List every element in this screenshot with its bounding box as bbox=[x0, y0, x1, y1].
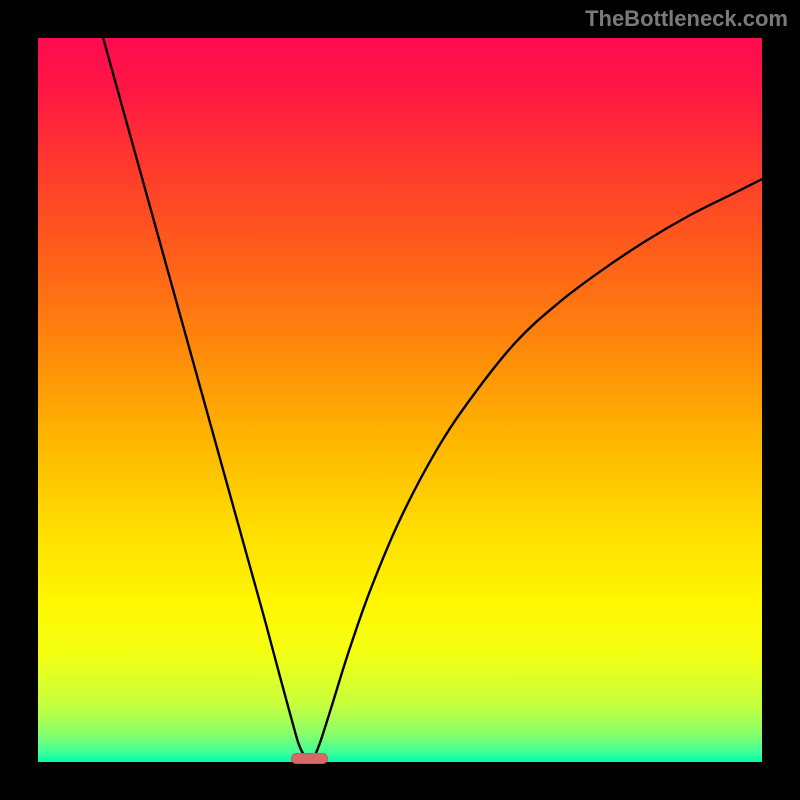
chart-plot-area bbox=[38, 38, 762, 762]
bottleneck-curve bbox=[38, 38, 762, 762]
attribution-text: TheBottleneck.com bbox=[585, 6, 788, 32]
curve-segment bbox=[103, 38, 304, 756]
curve-segment bbox=[315, 179, 762, 756]
optimum-marker bbox=[291, 753, 327, 765]
